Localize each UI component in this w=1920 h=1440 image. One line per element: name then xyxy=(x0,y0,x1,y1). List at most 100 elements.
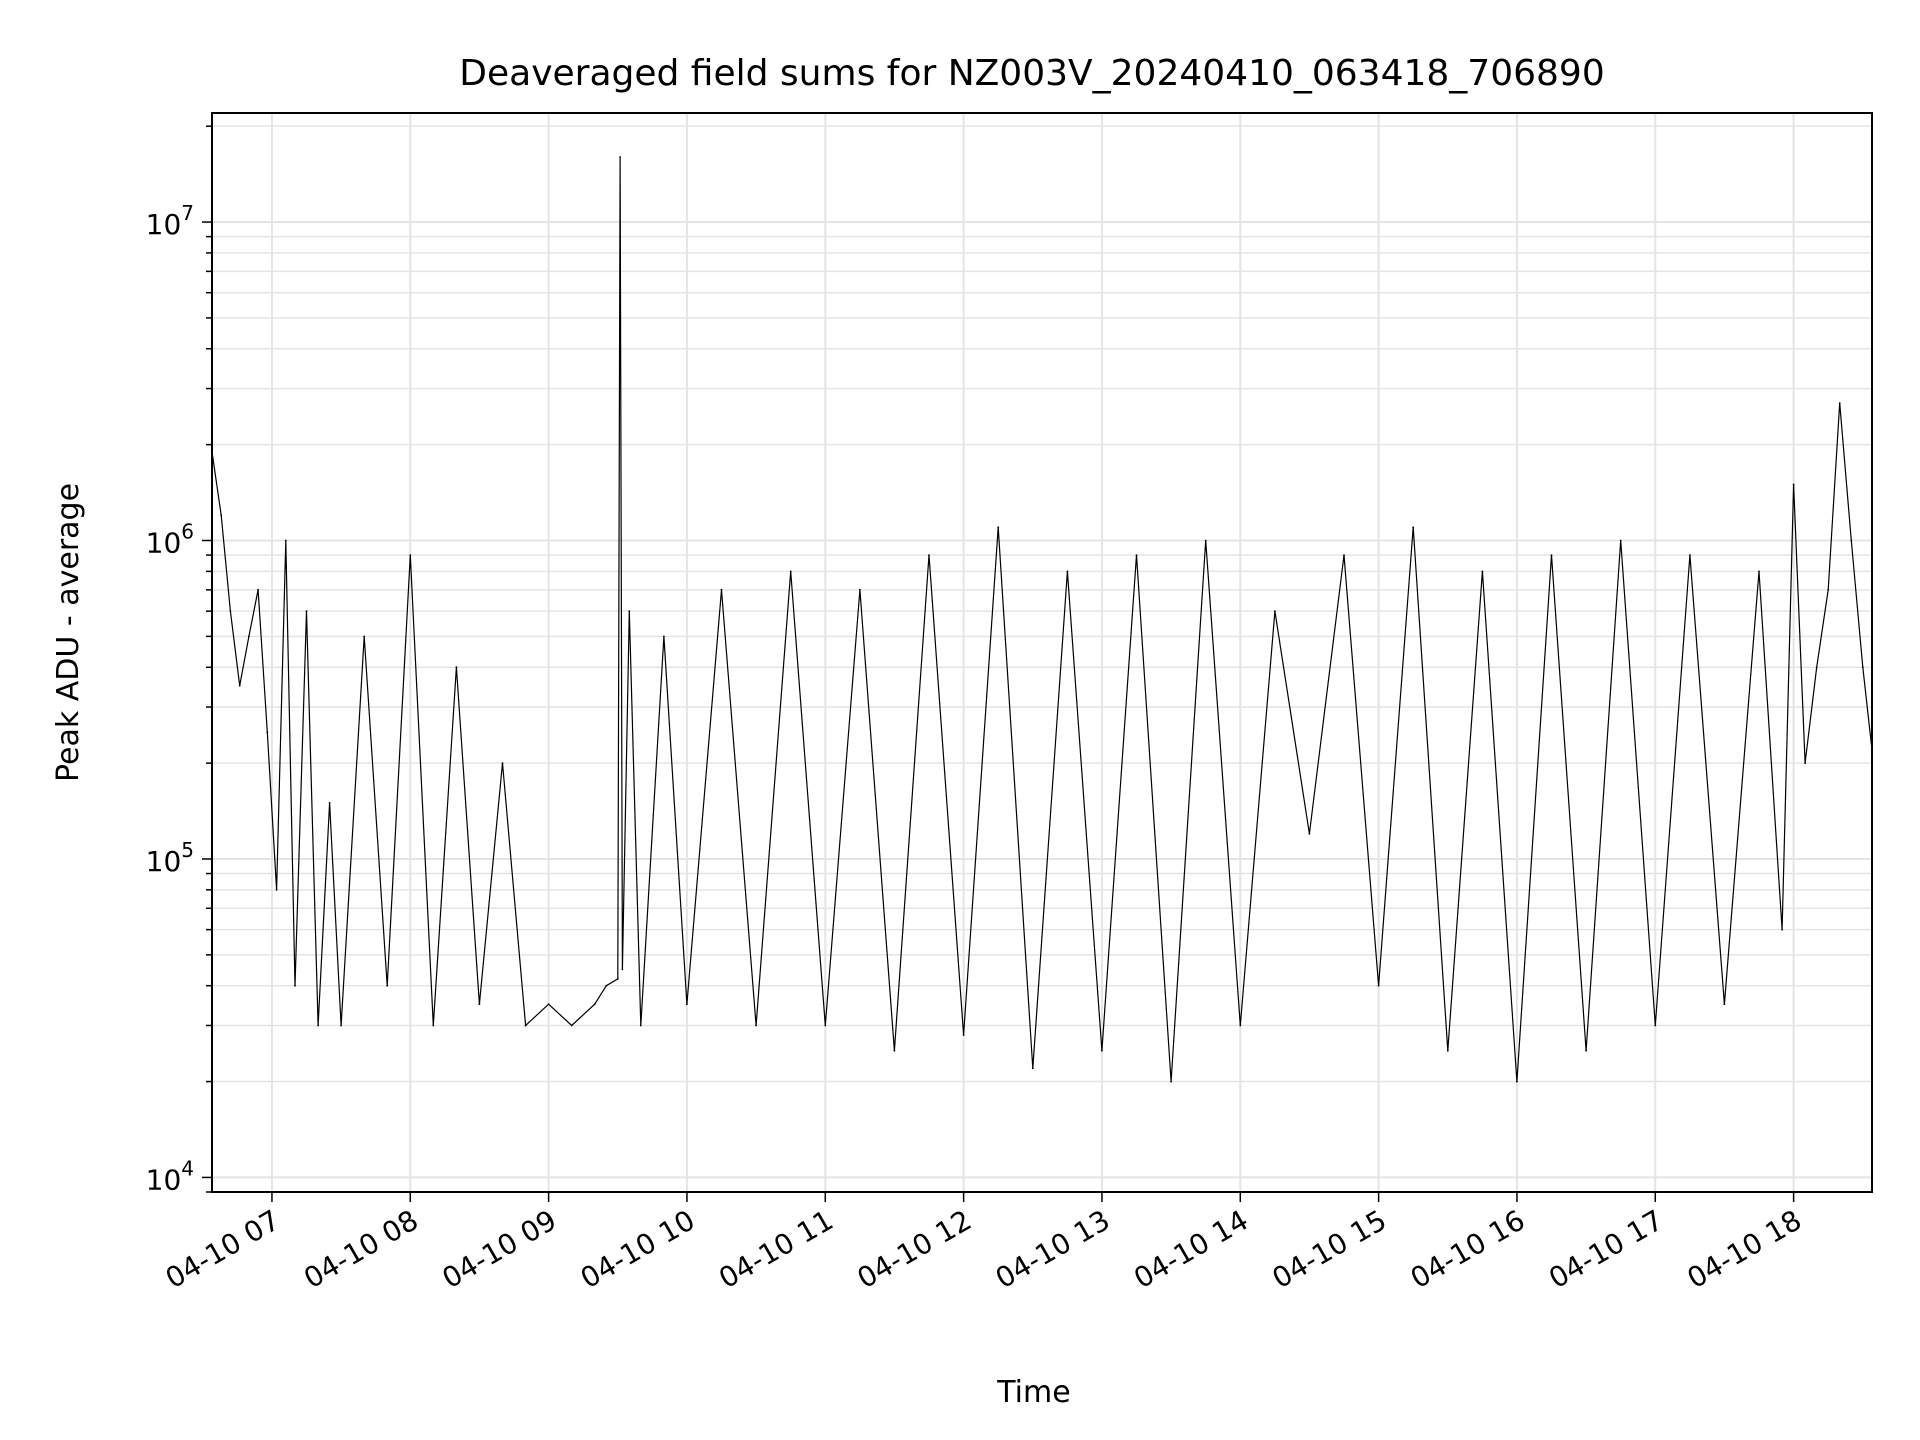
x-tick-label: 04-10 12 xyxy=(852,1203,978,1295)
y-axis-label: Peak ADU - average xyxy=(51,483,86,782)
data-point xyxy=(755,1024,757,1027)
x-tick-label: 04-10 08 xyxy=(298,1203,424,1295)
data-point xyxy=(1654,1024,1657,1027)
y-tick-label: 106 xyxy=(146,520,194,560)
data-point xyxy=(1481,570,1484,573)
y-tick-base: 10 xyxy=(146,527,182,560)
data-point xyxy=(1204,539,1207,542)
data-point xyxy=(628,610,631,613)
x-tick-label: 04-10 18 xyxy=(1682,1203,1808,1295)
data-point xyxy=(1838,402,1841,404)
data-point xyxy=(616,978,619,980)
data-point xyxy=(284,539,287,542)
grid xyxy=(212,113,1872,1193)
y-tick-exponent: 4 xyxy=(181,1156,194,1180)
data-point xyxy=(1804,762,1806,764)
data-point xyxy=(1343,554,1345,556)
data-point xyxy=(621,968,624,971)
data-point xyxy=(605,984,608,987)
data-point xyxy=(478,1003,481,1006)
y-tick-label: 107 xyxy=(146,201,194,241)
data-point xyxy=(1170,1080,1172,1083)
data-point xyxy=(1792,483,1795,486)
data-point xyxy=(859,588,861,591)
data-point xyxy=(275,888,278,891)
data-layer xyxy=(211,156,1873,1083)
y-tick-label: 105 xyxy=(146,838,194,878)
data-point xyxy=(1861,666,1864,669)
data-point xyxy=(328,802,331,804)
data-point xyxy=(789,570,792,573)
data-point xyxy=(305,610,308,613)
x-tick-label: 04-10 09 xyxy=(437,1203,563,1295)
data-point xyxy=(524,1024,527,1027)
data-point xyxy=(294,984,296,987)
data-point xyxy=(570,1024,573,1027)
data-point xyxy=(1619,539,1622,542)
x-tick-label: 04-10 07 xyxy=(160,1203,286,1295)
data-point xyxy=(1101,1049,1103,1052)
data-point xyxy=(720,588,723,591)
data-point xyxy=(997,526,1000,529)
data-point xyxy=(229,610,232,613)
x-tick-label: 04-10 11 xyxy=(713,1203,839,1295)
data-point xyxy=(1827,588,1830,591)
data-point xyxy=(1723,1003,1726,1006)
data-point xyxy=(619,156,621,158)
data-point xyxy=(686,1003,688,1006)
x-axis-label: Time xyxy=(996,1375,1070,1410)
plot-area-frame xyxy=(211,112,1873,1193)
y-tick-base: 10 xyxy=(146,208,182,241)
data-point xyxy=(455,666,458,669)
y-tick-base: 10 xyxy=(146,1163,182,1196)
data-point xyxy=(663,635,665,638)
x-tick-label: 04-10 10 xyxy=(575,1203,701,1295)
data-point xyxy=(1815,666,1818,669)
x-axis: 04-10 07 04-10 08 04-10 09 04-10 10 04-10 11… xyxy=(160,1192,1807,1295)
data-point xyxy=(639,1024,642,1027)
data-point xyxy=(1516,1080,1518,1083)
data-point xyxy=(1308,832,1311,835)
data-point xyxy=(893,1049,896,1052)
data-point xyxy=(1850,539,1853,542)
data-point xyxy=(1031,1067,1034,1070)
x-tick-label: 04-10 13 xyxy=(990,1203,1116,1295)
data-point xyxy=(1550,554,1553,556)
data-point xyxy=(547,1003,550,1006)
data-point xyxy=(824,1024,827,1027)
data-point xyxy=(501,762,504,764)
data-point xyxy=(1135,554,1138,556)
data-point xyxy=(386,984,389,987)
data-point xyxy=(928,554,930,556)
x-tick-label: 04-10 16 xyxy=(1405,1203,1531,1295)
data-point xyxy=(409,554,412,556)
y-tick-exponent: 6 xyxy=(181,520,194,544)
data-series-line xyxy=(211,156,1873,1082)
data-point xyxy=(363,635,366,638)
y-tick-base: 10 xyxy=(146,845,182,878)
data-point xyxy=(432,1024,435,1027)
data-point xyxy=(1066,570,1069,573)
x-tick-label: 04-10 14 xyxy=(1128,1203,1254,1295)
data-point xyxy=(248,635,250,638)
data-point xyxy=(1781,928,1783,931)
data-point xyxy=(1446,1049,1449,1052)
data-point xyxy=(340,1024,342,1027)
data-point xyxy=(266,731,269,734)
data-point xyxy=(1377,984,1380,987)
data-point xyxy=(1758,570,1760,573)
data-point xyxy=(1689,554,1691,556)
data-point xyxy=(1412,526,1415,529)
y-tick-exponent: 5 xyxy=(181,838,194,862)
chart-title: Deaveraged field sums for NZ003V_2024041… xyxy=(459,53,1604,94)
data-point xyxy=(1274,610,1276,613)
data-point xyxy=(962,1034,965,1036)
x-tick-label: 04-10 17 xyxy=(1543,1203,1669,1295)
y-tick-exponent: 7 xyxy=(181,201,194,225)
data-point xyxy=(1239,1024,1242,1027)
data-point xyxy=(317,1024,319,1027)
x-tick-label: 04-10 15 xyxy=(1267,1203,1393,1295)
data-point xyxy=(593,1003,596,1006)
